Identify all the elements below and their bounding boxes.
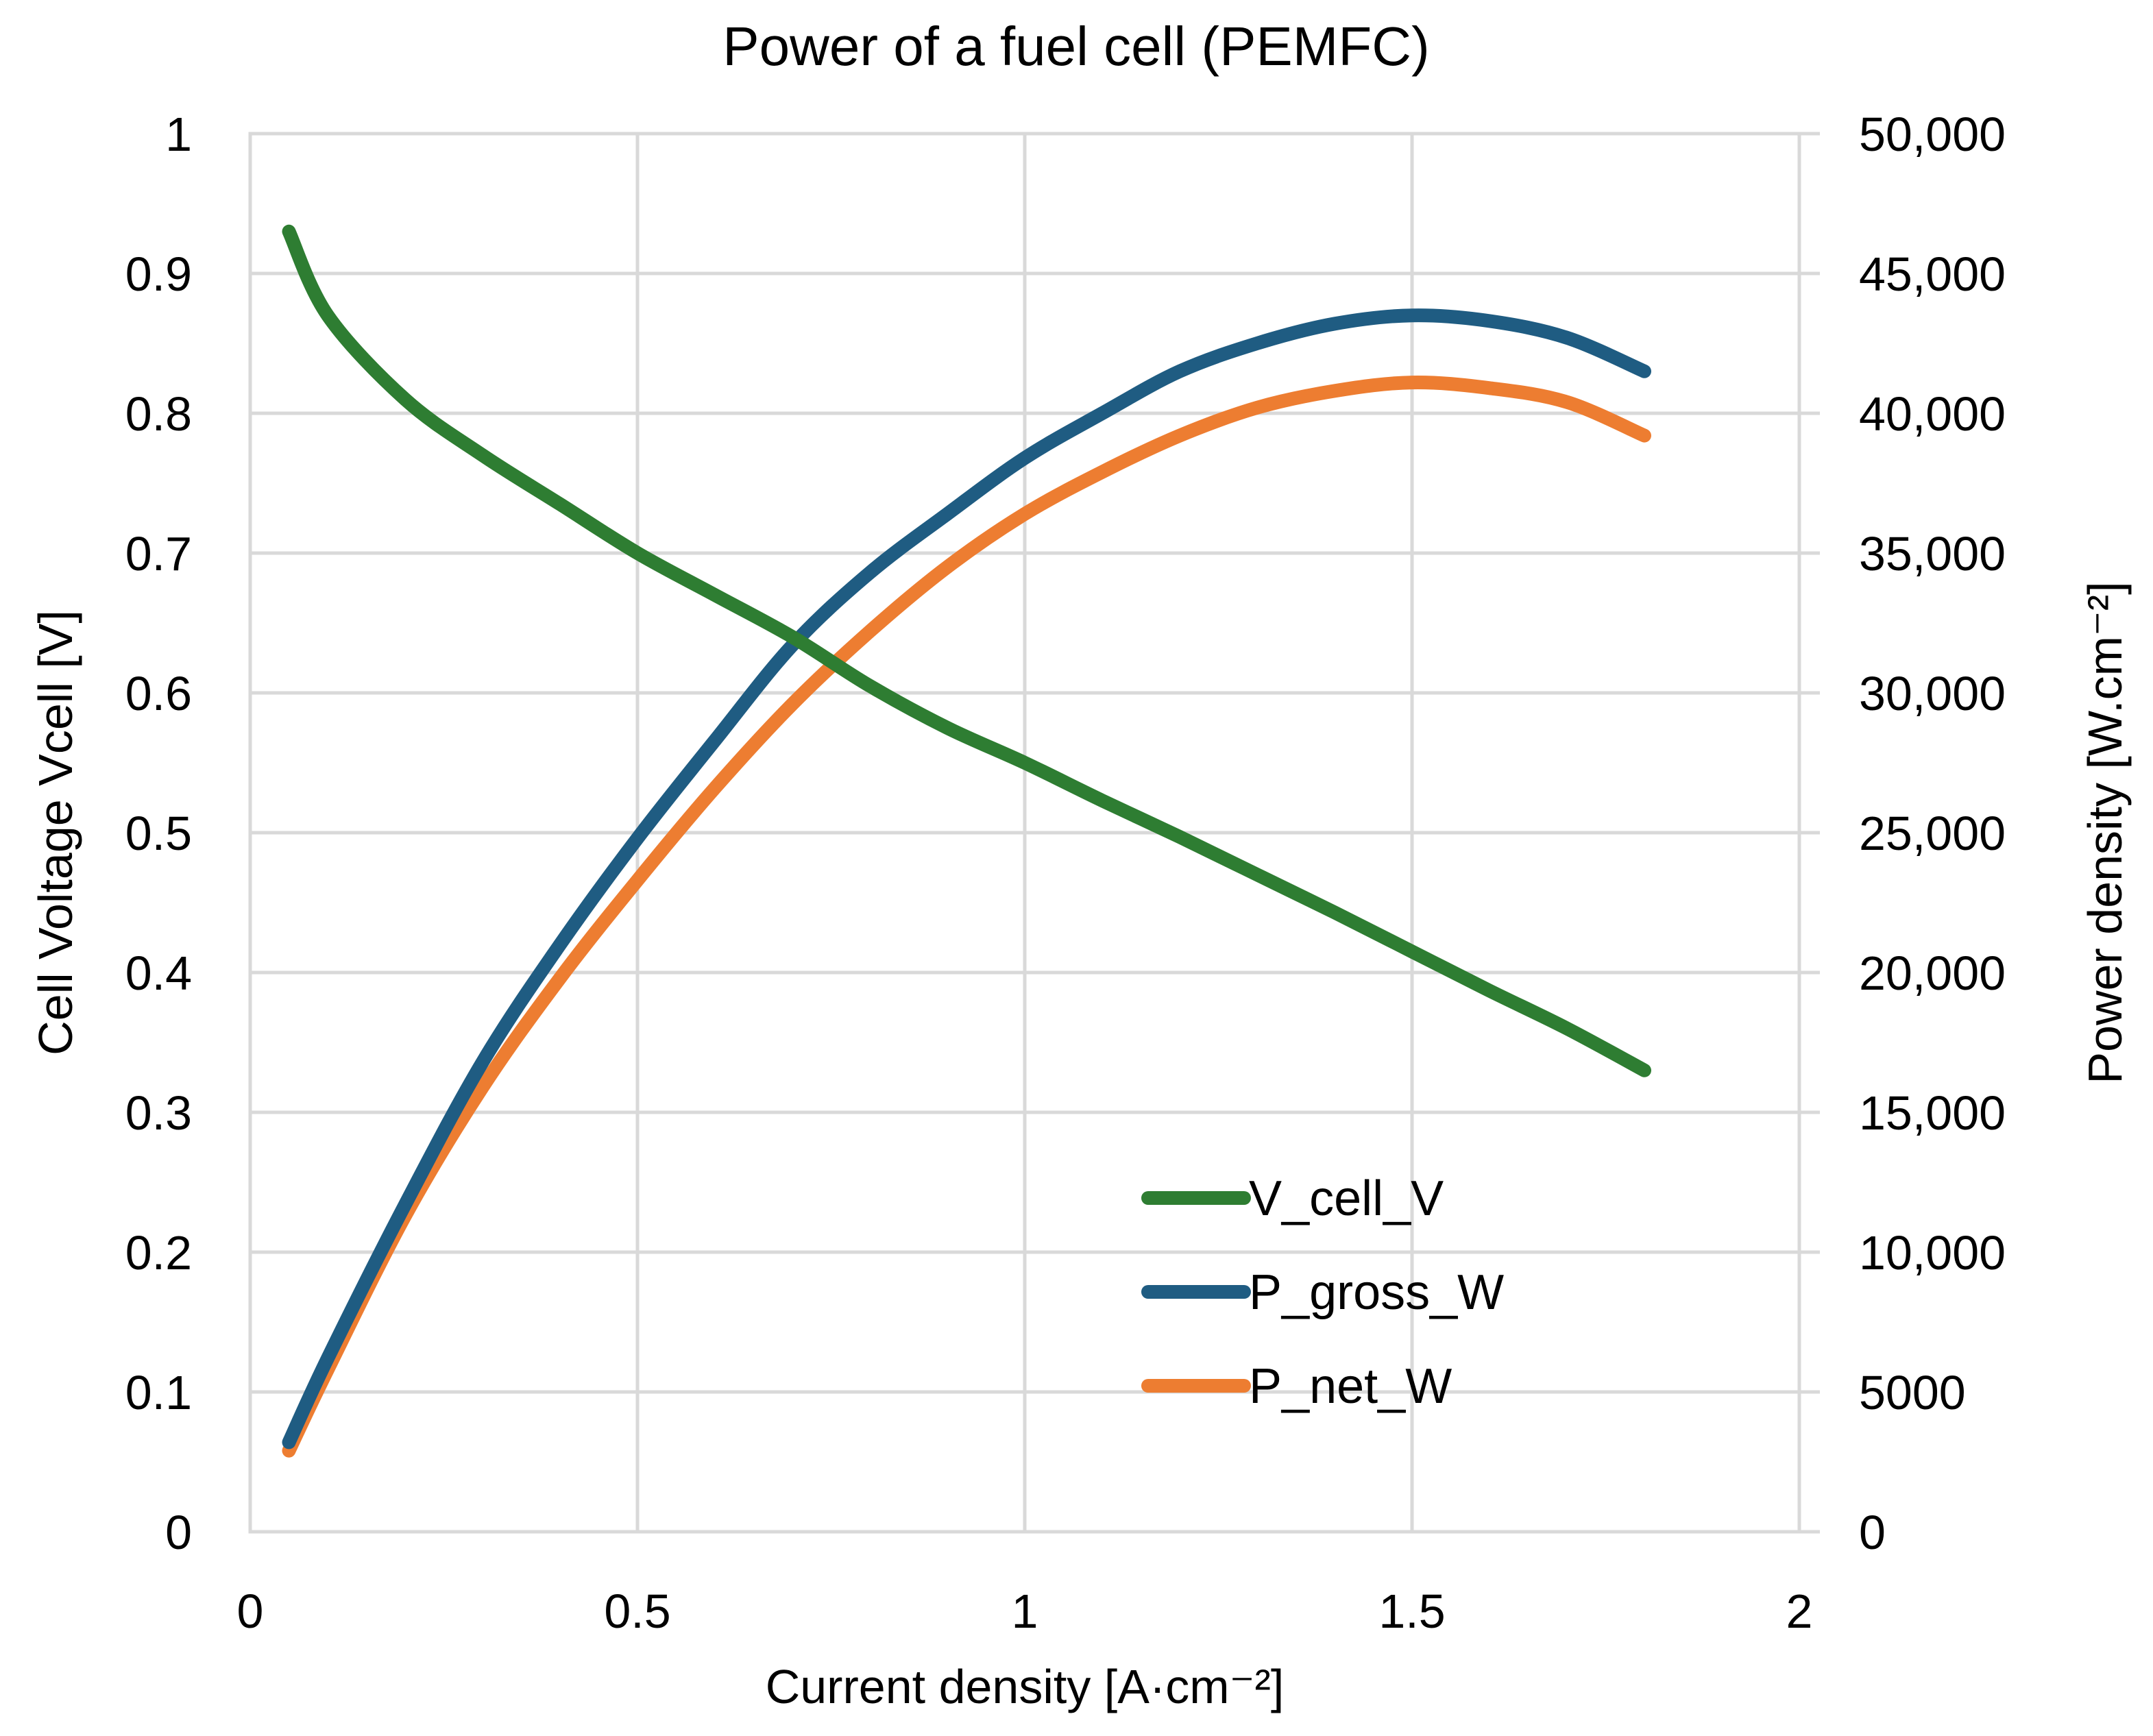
- y-left-tick-label: 1: [165, 108, 192, 161]
- y-right-tick-label: 30,000: [1859, 667, 2006, 720]
- y-right-tick-label: 25,000: [1859, 807, 2006, 860]
- chart-title: Power of a fuel cell (PEMFC): [722, 16, 1429, 77]
- x-tick-label: 2: [1786, 1585, 1813, 1638]
- y-left-tick-label: 0.7: [125, 527, 192, 580]
- y-right-axis-ticks: 0 5000 10,000 15,000 20,000 25,000 30,000 35,00…: [1859, 108, 2006, 1559]
- y-left-axis-label: Cell Voltage Vcell [V]: [29, 610, 82, 1055]
- y-left-tick-label: 0.1: [125, 1366, 192, 1419]
- y-left-tick-label: 0.8: [125, 387, 192, 441]
- y-left-tick-label: 0.4: [125, 946, 192, 1000]
- y-left-tick-label: 0.3: [125, 1086, 192, 1140]
- y-right-tick-label: 45,000: [1859, 247, 2006, 301]
- y-right-tick-label: 15,000: [1859, 1086, 2006, 1140]
- legend: V_cell_V P_gross_W P_net_W: [1141, 1171, 1504, 1414]
- y-left-tick-label: 0.5: [125, 807, 192, 860]
- y-right-tick-label: 5000: [1859, 1366, 1966, 1419]
- x-tick-label: 1.5: [1378, 1585, 1445, 1638]
- legend-label: P_net_W: [1249, 1359, 1452, 1414]
- y-left-axis-ticks: 0 0.1 0.2 0.3 0.4 0.5 0.6 0.7 0.8 0.9 1: [125, 108, 192, 1559]
- series-line-v-cell-v: [282, 224, 1651, 1077]
- y-right-tick-label: 10,000: [1859, 1226, 2006, 1280]
- series-line-p-net-w: [282, 376, 1651, 1458]
- y-left-tick-label: 0.6: [125, 667, 192, 720]
- plot-frame: [248, 132, 1801, 1534]
- y-left-tick-label: 0.9: [125, 247, 192, 301]
- x-tick-label: 1: [1012, 1585, 1038, 1638]
- y-right-tick-label: 50,000: [1859, 108, 2006, 161]
- x-tick-label: 0.5: [604, 1585, 670, 1638]
- y-right-tick-label: 20,000: [1859, 946, 2006, 1000]
- series-lines: [282, 224, 1651, 1458]
- y-left-tick-label: 0: [165, 1506, 192, 1559]
- legend-label: V_cell_V: [1249, 1171, 1444, 1226]
- x-axis-label: Current density [A·cm⁻²]: [766, 1660, 1285, 1713]
- y-right-tick-label: 40,000: [1859, 387, 2006, 441]
- series-line-p-gross-w: [282, 308, 1651, 1450]
- y-right-axis-label: Power density [W.cm⁻²]: [2078, 581, 2132, 1084]
- y-right-tick-label: 35,000: [1859, 527, 2006, 580]
- x-axis-ticks: 0 0.5 1 1.5 2: [237, 1585, 1813, 1638]
- x-tick-label: 0: [237, 1585, 264, 1638]
- y-right-tick-label: 0: [1859, 1506, 1886, 1559]
- legend-label: P_gross_W: [1249, 1265, 1504, 1320]
- y-left-tick-label: 0.2: [125, 1226, 192, 1280]
